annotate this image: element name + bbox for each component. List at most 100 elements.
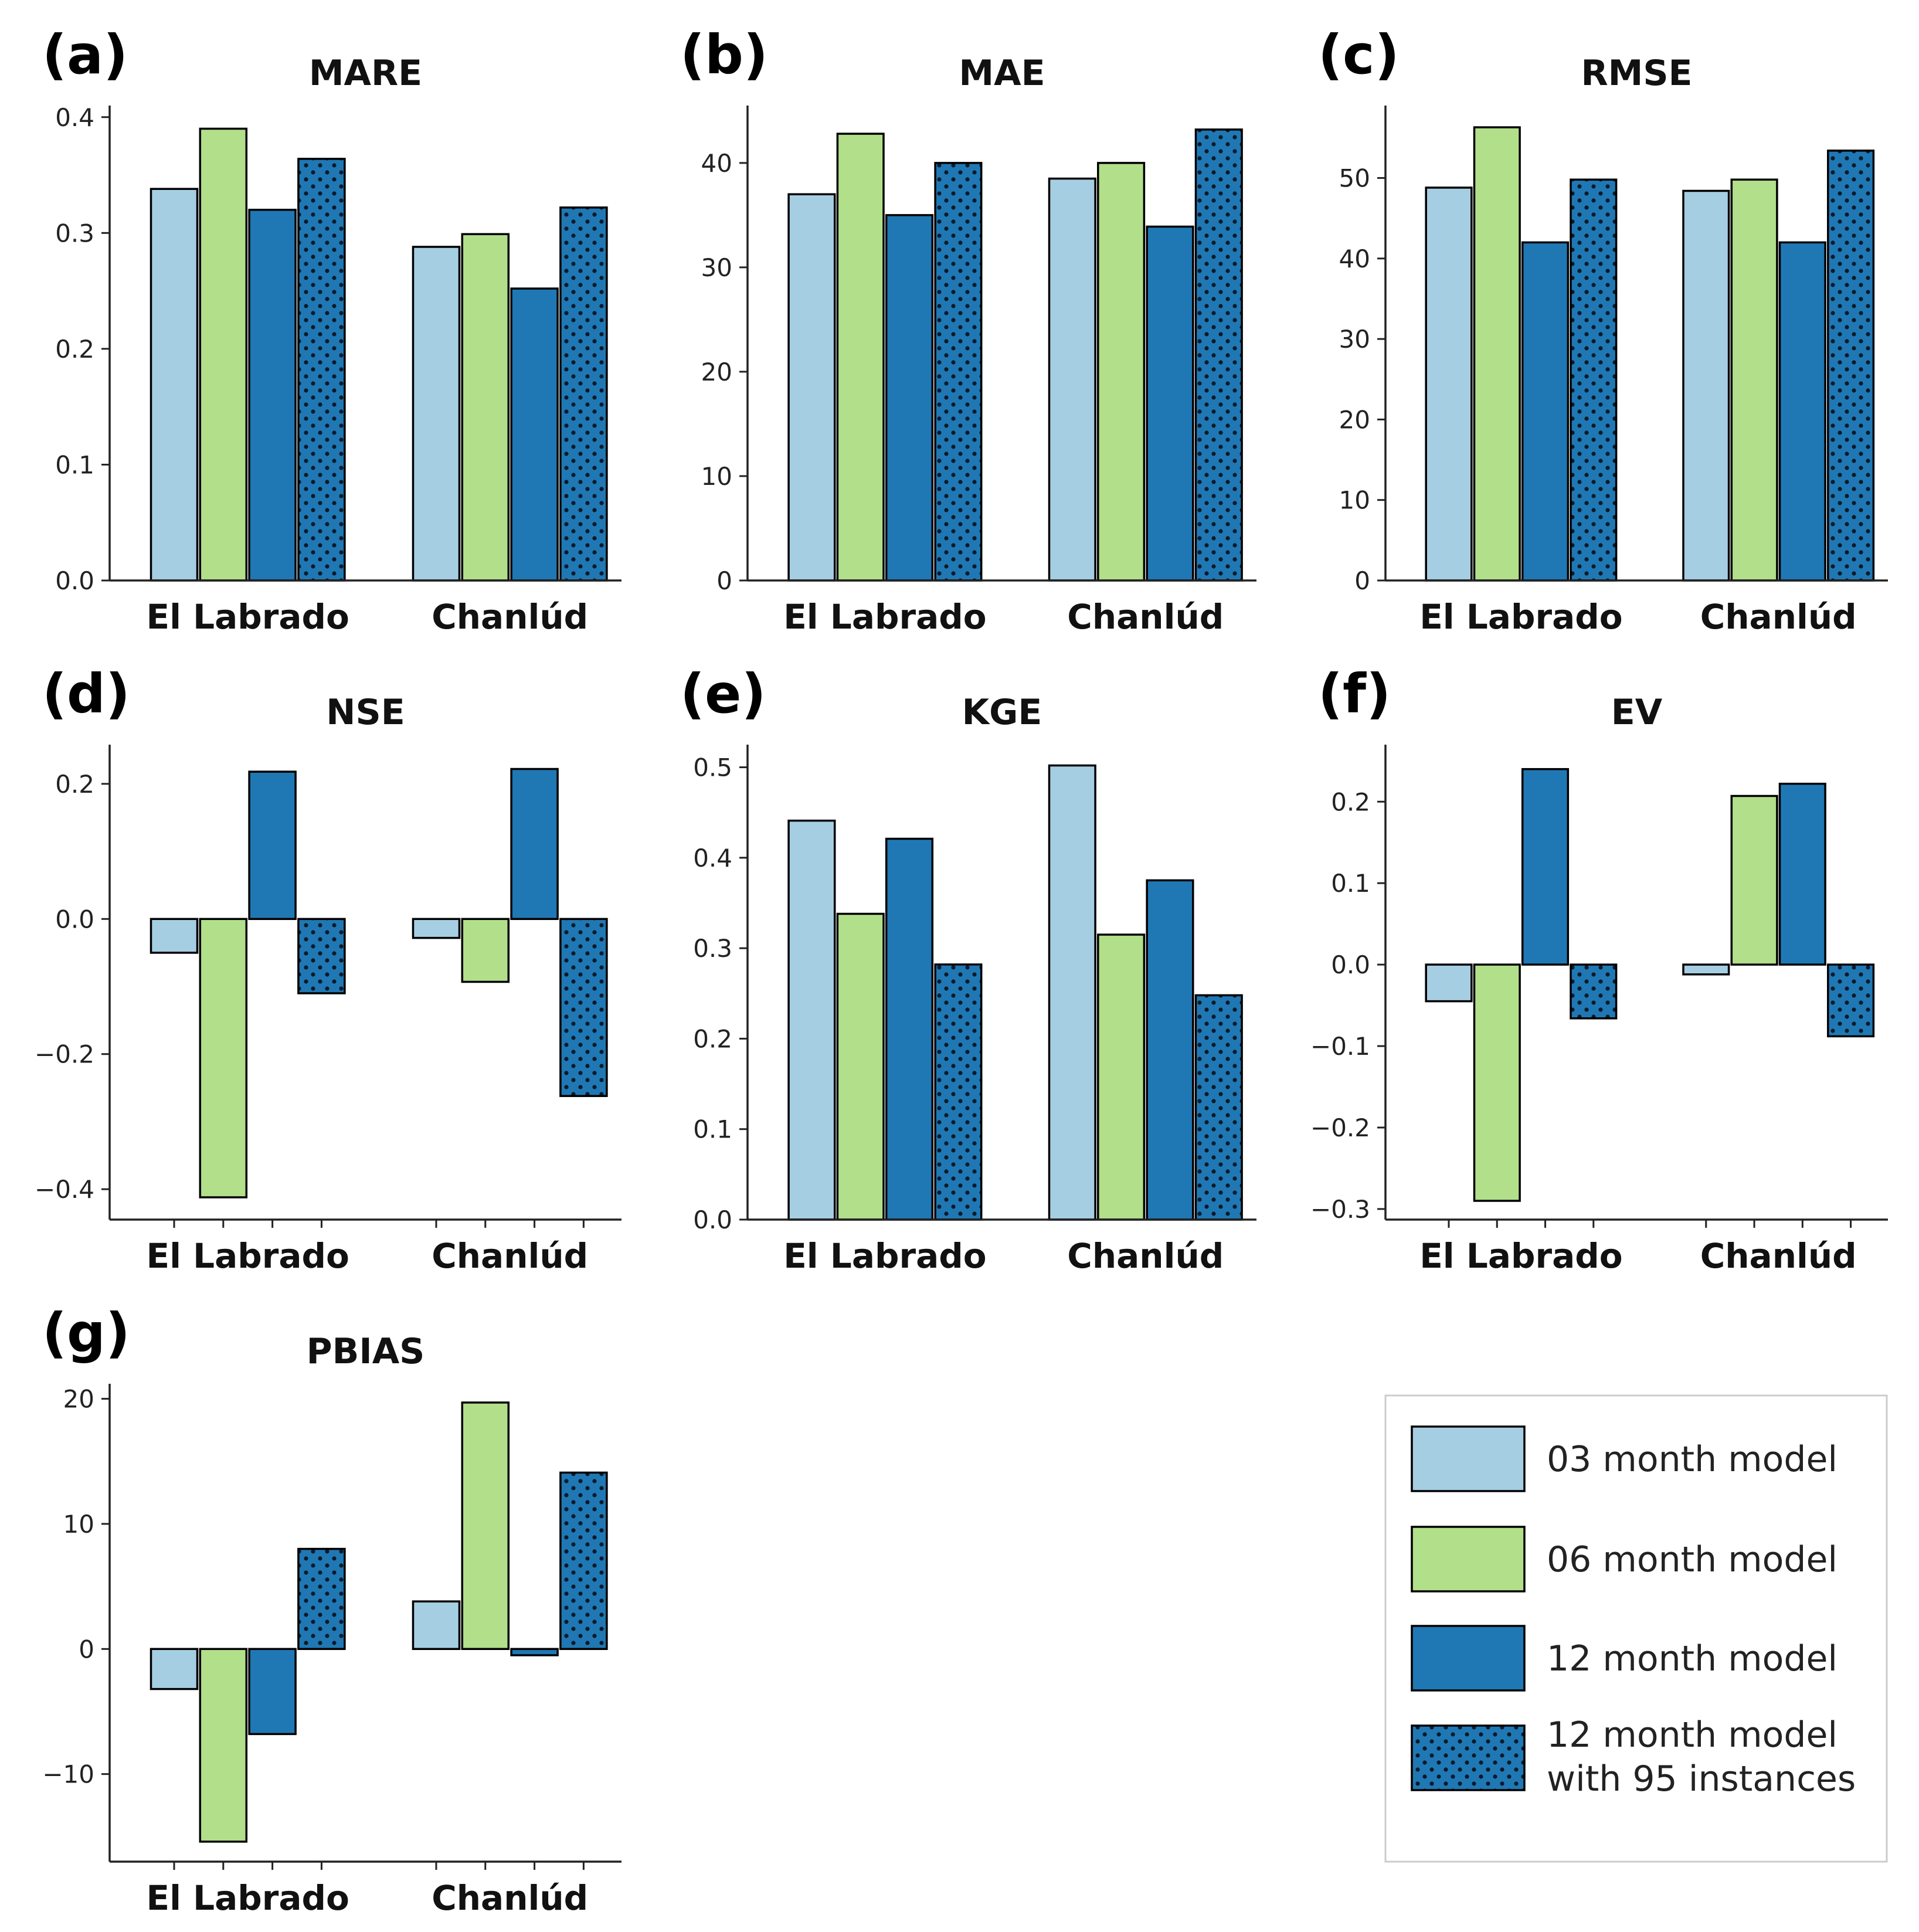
bar-m12-chanlud (1778, 241, 1826, 582)
bar-m12-chanlud (510, 768, 559, 921)
bar-m03-chanlud (412, 246, 461, 582)
bar-m12_95-el-labrado (297, 158, 346, 582)
category-label: El Labrado (146, 1236, 349, 1276)
bar-m03-el-labrado (150, 188, 199, 582)
bar-m06-chanlud (1730, 178, 1778, 582)
legend-label: 12 month model (1547, 1714, 1838, 1756)
bar-m12_95-chanlud (559, 1471, 608, 1651)
y-tick-label: 0.2 (693, 1024, 732, 1053)
category-label: El Labrado (783, 597, 986, 637)
y-tick-label: 0 (1354, 566, 1370, 595)
panel-letter: (a) (42, 23, 128, 86)
bar-m12_95-el-labrado (934, 162, 983, 582)
bar-m12-chanlud (510, 1648, 559, 1656)
panel-letter: (b) (680, 23, 768, 86)
y-tick-label: 0.1 (693, 1115, 732, 1144)
y-tick-label: 30 (1339, 325, 1370, 354)
y-tick-label: 20 (701, 358, 732, 386)
y-tick-label: 30 (701, 253, 732, 282)
y-tick-label: 0.5 (693, 753, 732, 782)
bar-m12_95-chanlud (1194, 994, 1243, 1221)
category-label: Chanlúd (1700, 1236, 1857, 1276)
bar-m06-chanlud (461, 1401, 510, 1651)
panel-letter: (c) (1318, 23, 1400, 86)
y-tick-label: 0.4 (693, 844, 732, 872)
bar-m12-el-labrado (248, 1648, 297, 1736)
category-label: El Labrado (1419, 597, 1622, 637)
bar-m03-el-labrado (150, 1648, 199, 1690)
y-tick-label: 0.4 (55, 103, 94, 132)
bar-m06-chanlud (1097, 933, 1146, 1221)
legend-label: 06 month model (1547, 1539, 1838, 1580)
bar-m12-el-labrado (1521, 241, 1570, 582)
panel-letter: (g) (42, 1302, 130, 1364)
panel-letter: (e) (680, 663, 766, 725)
bar-m03-el-labrado (787, 193, 836, 582)
bar-m03-chanlud (412, 1600, 461, 1651)
legend-label: 12 month model (1547, 1638, 1838, 1679)
bar-m12_95-chanlud (1194, 128, 1243, 582)
panel-title: PBIAS (307, 1331, 425, 1372)
y-tick-label: 10 (701, 462, 732, 491)
legend-item-m06: 06 month model (1411, 1526, 1838, 1593)
panel-nse: (d) NSE El Labrado Chanlúd −0.4 −0.2 0.0 0.2 (35, 663, 621, 1276)
y-tick-label: 40 (1339, 245, 1370, 273)
y-tick-label: 0.1 (55, 450, 94, 479)
bar-m06-el-labrado (836, 133, 885, 582)
panel-ev: (f) EV El Labrado Chanlúd −0.3 −0.2 −0.1 0.0 0.1… (1310, 663, 1888, 1276)
category-label: Chanlúd (432, 1878, 588, 1918)
y-tick-label: 0.0 (1331, 950, 1370, 979)
y-tick-label: 0.2 (1331, 787, 1370, 816)
y-tick-label: 0.3 (55, 219, 94, 247)
bar-m06-el-labrado (1473, 963, 1521, 1202)
legend-label: with 95 instances (1547, 1758, 1856, 1799)
panel-title: KGE (962, 692, 1042, 733)
legend-swatch (1411, 1724, 1526, 1791)
bar-m03-el-labrado (1425, 963, 1473, 1003)
category-label: El Labrado (783, 1236, 986, 1276)
bar-m03-chanlud (1048, 764, 1096, 1221)
panel-mae: (b) MAE El Labrado Chanlúd 0 10 20 30 40 (680, 23, 1256, 637)
legend-swatch (1411, 1425, 1526, 1492)
bar-m06-el-labrado (199, 127, 248, 582)
bar-m12_95-el-labrado (1570, 178, 1618, 582)
y-tick-label: 10 (63, 1510, 94, 1539)
panel-title: NSE (326, 692, 405, 733)
legend-item-m12: 12 month model (1411, 1625, 1838, 1692)
bar-m06-el-labrado (199, 918, 248, 1198)
y-tick-label: −0.2 (1310, 1113, 1370, 1142)
bar-m12_95-chanlud (559, 206, 608, 582)
y-tick-label: 10 (1339, 486, 1370, 515)
bar-m12-chanlud (1778, 782, 1826, 966)
bar-m12-el-labrado (885, 837, 934, 1221)
bar-m12-el-labrado (248, 770, 297, 921)
bar-m03-chanlud (1682, 189, 1730, 582)
bar-m12_95-chanlud (1827, 963, 1875, 1038)
legend-swatch (1411, 1526, 1526, 1593)
bar-m12-el-labrado (248, 209, 297, 582)
y-tick-label: 20 (63, 1385, 94, 1414)
y-tick-label: −0.1 (1310, 1032, 1370, 1061)
y-tick-label: 0.0 (55, 566, 94, 595)
bar-m06-el-labrado (199, 1648, 248, 1843)
bar-m03-chanlud (412, 918, 461, 939)
bar-m12-el-labrado (1521, 768, 1570, 966)
panel-rmse: (c) RMSE El Labrado Chanlúd 0 10 20 30 40 50 (1318, 23, 1888, 637)
y-tick-label: 0.0 (693, 1206, 732, 1234)
bar-m06-chanlud (1097, 162, 1146, 582)
bar-m06-chanlud (461, 233, 510, 582)
y-tick-label: 0.0 (55, 905, 94, 933)
y-tick-label: −0.2 (35, 1040, 94, 1069)
bar-m06-el-labrado (1473, 126, 1521, 582)
y-tick-label: −0.3 (1310, 1195, 1370, 1224)
bar-m12-chanlud (1146, 225, 1194, 582)
panel-letter: (d) (42, 663, 130, 725)
category-label: Chanlúd (432, 597, 588, 637)
y-tick-label: 0 (716, 566, 732, 595)
category-label: El Labrado (146, 1878, 349, 1918)
bar-m06-chanlud (461, 918, 510, 983)
y-tick-label: 0.3 (693, 934, 732, 963)
category-label: Chanlúd (1067, 597, 1224, 637)
